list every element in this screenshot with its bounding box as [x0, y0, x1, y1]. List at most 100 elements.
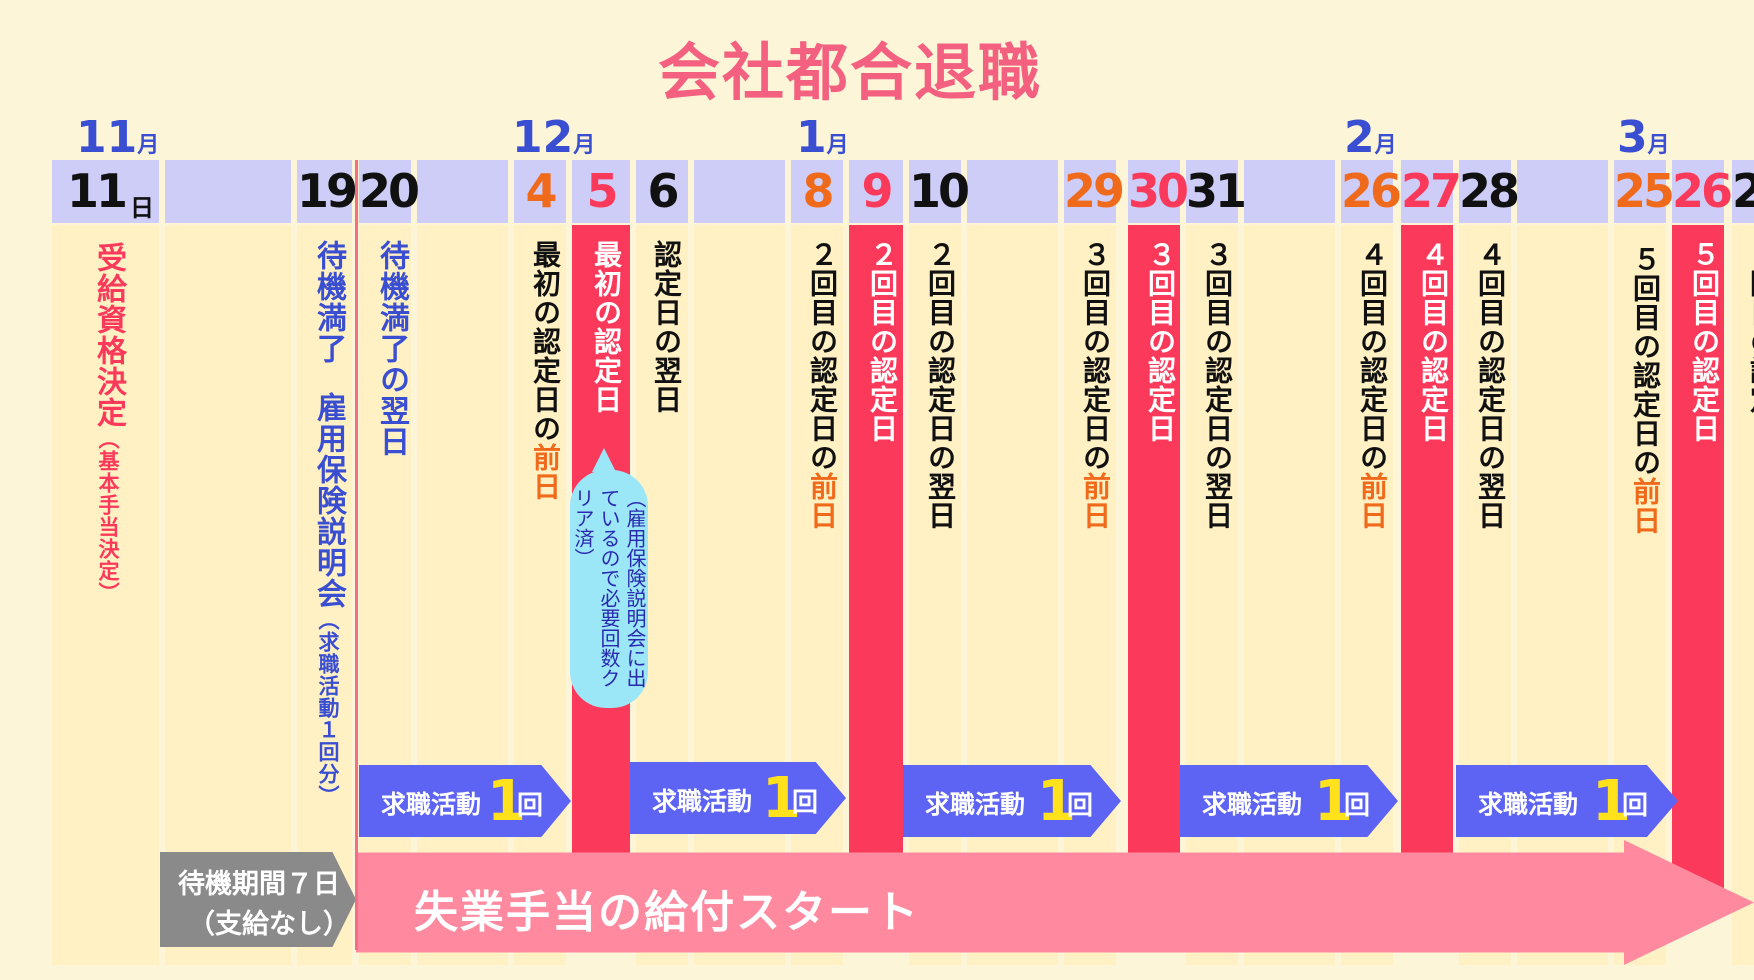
job-search-count: 1	[1314, 769, 1353, 834]
event-text-d10: ２回目の認定日の翌日	[920, 240, 960, 530]
event-main: ４回目の認定日の翌日	[1474, 240, 1507, 530]
callout-bubble-tip	[592, 448, 616, 472]
event-accent: 前日	[1079, 472, 1112, 530]
header-cell	[1341, 160, 1393, 223]
benefit-start-label: 失業手当の給付スタート	[414, 887, 920, 938]
header-cell	[1128, 160, 1180, 223]
column-bg	[1614, 225, 1666, 965]
event-text-d30: ３回目の認定日	[1140, 240, 1180, 443]
certification-day-column	[1672, 225, 1724, 905]
column-bg	[165, 225, 291, 965]
event-text-d9: ２回目の認定日	[862, 240, 902, 443]
job-search-count: 1	[762, 766, 801, 831]
month-suffix: 月	[1374, 133, 1397, 158]
job-search-count: 1	[1592, 769, 1631, 834]
event-accent: 前日	[1629, 477, 1662, 535]
day-number: 29	[1064, 164, 1125, 218]
column-bg	[417, 225, 508, 965]
event-main: ４回目の認定日	[1417, 240, 1450, 443]
event-pre: ２回目の認定日の	[806, 240, 839, 472]
callout-text: （雇用保険説明会に出ているので必要回数クリア済）	[571, 488, 647, 688]
event-text-d25: ５回目の認定日の前日	[1625, 245, 1665, 535]
job-search-unit: 回	[792, 788, 819, 818]
column-bg	[52, 225, 159, 965]
day-number: 9	[861, 164, 893, 218]
event-text-d29: ３回目の認定日の前日	[1075, 240, 1115, 530]
certification-day-column	[1401, 225, 1453, 875]
column-bg	[791, 225, 843, 965]
day-number: 26	[1341, 164, 1402, 218]
job-search-label: 求職活動	[1478, 790, 1579, 819]
header-cell	[636, 160, 688, 223]
job-search-label: 求職活動	[652, 787, 753, 816]
waiting-period-label: 待機期間７日	[178, 869, 340, 900]
event-main: ２回目の認定日	[866, 240, 899, 443]
column-bg	[1732, 225, 1754, 965]
event-accent: 前日	[529, 443, 562, 501]
job-search-unit: 回	[1622, 791, 1649, 821]
benefit-start-arrow	[356, 840, 1754, 965]
event-pre: ５回目の認定日の	[1629, 245, 1662, 477]
month-label: 3月	[1617, 112, 1670, 163]
month-number: 11	[76, 112, 138, 163]
job-search-unit: 回	[1067, 791, 1094, 821]
column-bg	[297, 225, 352, 965]
header-cell	[1064, 160, 1116, 223]
day-number: 19	[297, 164, 358, 218]
header-cell	[514, 160, 566, 223]
month-number: 12	[512, 112, 574, 163]
event-main: ３回目の認定日の翌日	[1201, 240, 1234, 530]
event-text-dnext: ５回目の認定	[1742, 240, 1754, 414]
header-cell	[694, 160, 785, 223]
header-cell	[572, 160, 630, 223]
month-label: 12月	[512, 112, 595, 163]
header-cell	[1732, 160, 1754, 223]
event-text-d19-b: 雇用保険説明会（求職活動１回分）	[306, 392, 350, 807]
job-search-count: 1	[1037, 769, 1076, 834]
event-text-d8: ２回目の認定日の前日	[802, 240, 842, 530]
job-search-arrow: 求職活動 1 回	[630, 762, 846, 834]
day-number: 20	[359, 164, 420, 218]
event-text-d28: ４回目の認定日の翌日	[1470, 240, 1510, 530]
header-cell	[359, 160, 411, 223]
event-main: 雇用保険説明会	[311, 392, 346, 609]
column-bg	[909, 225, 961, 965]
header-cell	[417, 160, 508, 223]
event-pre: ３回目の認定日の	[1079, 240, 1112, 472]
certification-day-column	[849, 225, 903, 875]
event-accent: 前日	[1356, 472, 1389, 530]
callout-bubble	[570, 470, 648, 708]
column-bg	[514, 225, 566, 965]
event-main: 最初の認定日	[590, 240, 623, 414]
day-number: 8	[802, 164, 834, 218]
month-suffix: 月	[137, 133, 160, 158]
month-number: 1	[796, 112, 827, 163]
day-suffix: 日	[130, 194, 154, 222]
day-number: 4	[525, 164, 557, 218]
column-bg	[359, 225, 411, 965]
event-accent: 前日	[806, 472, 839, 530]
event-text-d20: 待機満了の翌日	[369, 240, 413, 457]
job-search-arrow: 求職活動 1 回	[359, 765, 571, 837]
event-main: 待機満了の翌日	[374, 240, 409, 457]
event-text-d11: 受給資格決定（基本手当決定）	[86, 242, 130, 604]
day-number: 27	[1401, 164, 1462, 218]
page-title: 会社都合退職	[657, 36, 1042, 109]
day-number: 2	[1732, 164, 1754, 218]
event-text-d26b: ５回目の認定日	[1684, 240, 1724, 443]
job-search-arrow: 求職活動 1 回	[1180, 765, 1398, 837]
header-cell	[1459, 160, 1511, 223]
day-number: 6	[647, 164, 679, 218]
day-number: 28	[1459, 164, 1520, 218]
event-text-d5: 最初の認定日	[586, 240, 626, 414]
column-bg	[1341, 225, 1393, 965]
waiting-period-box: 待機期間７日 （支給なし）	[160, 852, 356, 947]
header-cell	[967, 160, 1058, 223]
header-cell	[1672, 160, 1724, 223]
column-bg	[1517, 225, 1608, 965]
header-cell	[52, 160, 159, 223]
day-number: 11	[66, 164, 128, 218]
event-main: 受給資格決定	[91, 242, 126, 428]
day-number: 26	[1672, 164, 1733, 218]
month-label: 1月	[796, 112, 849, 163]
